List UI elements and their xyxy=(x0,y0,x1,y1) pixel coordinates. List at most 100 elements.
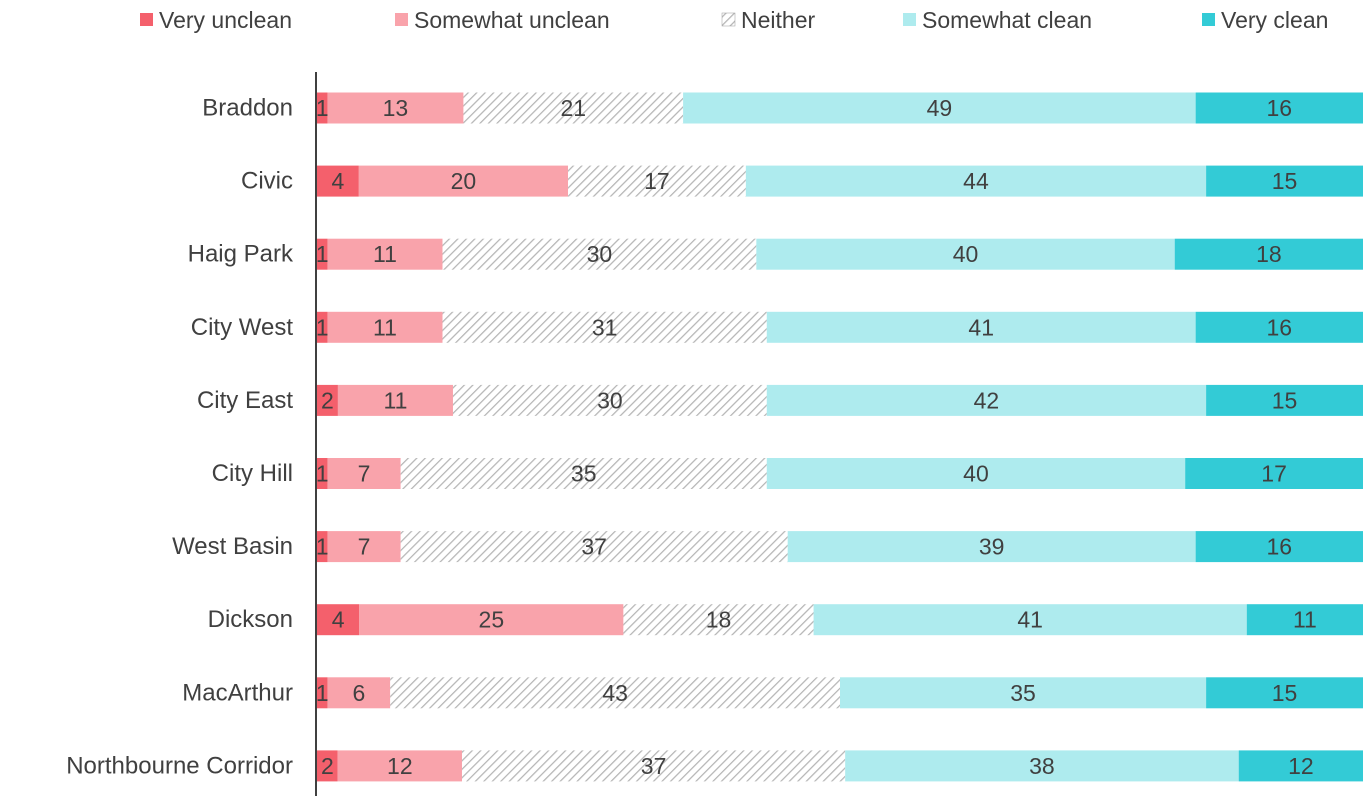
data-label: 37 xyxy=(581,534,607,560)
data-label: 38 xyxy=(1029,753,1055,779)
bar-segment xyxy=(317,531,328,563)
bar-segment xyxy=(1246,604,1363,636)
data-label: 17 xyxy=(1261,461,1287,487)
data-label: 30 xyxy=(597,387,623,413)
bar-segment xyxy=(1238,750,1363,782)
legend-label: Very unclean xyxy=(159,7,292,33)
bar-segment xyxy=(317,165,359,197)
data-label: 1 xyxy=(316,534,329,560)
bar-segment xyxy=(1195,531,1363,563)
bar-segment xyxy=(442,238,757,270)
data-label: 40 xyxy=(963,461,989,487)
bar-segment xyxy=(1206,165,1363,197)
data-label: 16 xyxy=(1267,314,1293,340)
data-label: 15 xyxy=(1272,168,1298,194)
bar-segment xyxy=(840,677,1207,709)
bar-segment xyxy=(766,458,1186,489)
data-label: 1 xyxy=(316,95,329,121)
bar-segment xyxy=(317,750,338,782)
data-label: 1 xyxy=(316,241,329,267)
bar-segment xyxy=(327,531,401,563)
bar-segment xyxy=(756,238,1175,270)
bar-segment xyxy=(337,750,462,782)
bar-segment xyxy=(400,531,788,563)
data-label: 1 xyxy=(316,680,329,706)
y-tick-label: City Hill xyxy=(212,460,293,487)
bar-segment xyxy=(327,238,443,270)
bar-segment xyxy=(1195,92,1363,124)
data-label: 49 xyxy=(927,95,953,121)
data-label: 16 xyxy=(1267,534,1293,560)
data-label: 4 xyxy=(332,607,345,633)
data-label: 15 xyxy=(1272,680,1298,706)
data-label: 21 xyxy=(560,95,586,121)
bar-segment xyxy=(813,604,1247,636)
bar-segment xyxy=(461,750,846,782)
data-label: 35 xyxy=(571,461,597,487)
data-label: 12 xyxy=(1288,753,1314,779)
data-label: 4 xyxy=(332,168,345,194)
data-label: 31 xyxy=(592,314,618,340)
data-label: 1 xyxy=(316,314,329,340)
bar-segment xyxy=(442,311,767,343)
bar-segment xyxy=(317,92,328,124)
legend-swatch xyxy=(721,12,736,27)
y-tick-label: Civic xyxy=(241,168,293,195)
bar-segment xyxy=(568,165,746,197)
legend-swatch xyxy=(903,13,916,26)
bar-segment xyxy=(1206,677,1363,709)
data-label: 11 xyxy=(373,241,397,267)
data-label: 17 xyxy=(644,168,670,194)
legend-label: Somewhat unclean xyxy=(414,7,610,33)
data-label: 39 xyxy=(979,534,1005,560)
y-tick-label: Dickson xyxy=(208,606,293,633)
data-label: 44 xyxy=(963,168,989,194)
bar-segment xyxy=(327,92,464,124)
data-label: 7 xyxy=(358,534,371,560)
bar-segment xyxy=(1195,311,1363,343)
bar-segment xyxy=(766,311,1196,343)
data-label: 11 xyxy=(373,314,397,340)
data-label: 11 xyxy=(384,387,408,413)
data-label: 2 xyxy=(321,387,334,413)
bar-segment xyxy=(683,92,1196,124)
data-label: 18 xyxy=(1256,241,1282,267)
bar-segment xyxy=(745,165,1207,197)
legend-label: Very clean xyxy=(1221,7,1328,33)
legend-label: Neither xyxy=(741,7,815,33)
bar-segment xyxy=(317,311,328,343)
data-label: 7 xyxy=(358,461,371,487)
data-label: 40 xyxy=(953,241,979,267)
bar-segment xyxy=(337,384,453,416)
data-label: 15 xyxy=(1272,387,1298,413)
y-tick-label: Haig Park xyxy=(188,241,294,268)
legend-swatch xyxy=(395,13,408,26)
data-label: 1 xyxy=(316,461,329,487)
data-label: 2 xyxy=(321,753,334,779)
data-label: 25 xyxy=(479,607,505,633)
data-label: 6 xyxy=(352,680,365,706)
y-tick-label: MacArthur xyxy=(182,679,293,706)
bar-segment xyxy=(400,458,767,489)
bar-segment xyxy=(623,604,814,636)
y-tick-label: Northbourne Corridor xyxy=(66,752,293,779)
bar-segment xyxy=(766,384,1207,416)
bar-segment xyxy=(1185,458,1363,489)
data-label: 12 xyxy=(387,753,413,779)
bar-segment xyxy=(317,604,360,636)
data-label: 41 xyxy=(1017,607,1043,633)
y-tick-label: City West xyxy=(191,314,294,341)
data-label: 11 xyxy=(1293,607,1317,633)
data-label: 43 xyxy=(602,680,628,706)
bar-segment xyxy=(327,311,443,343)
data-label: 16 xyxy=(1267,95,1293,121)
data-label: 41 xyxy=(968,314,994,340)
bar-segment xyxy=(317,677,328,709)
bar-segment xyxy=(317,384,338,416)
y-tick-label: Braddon xyxy=(202,95,293,122)
data-label: 13 xyxy=(383,95,409,121)
legend-label: Somewhat clean xyxy=(922,7,1092,33)
data-label: 37 xyxy=(641,753,667,779)
data-label: 18 xyxy=(706,607,732,633)
